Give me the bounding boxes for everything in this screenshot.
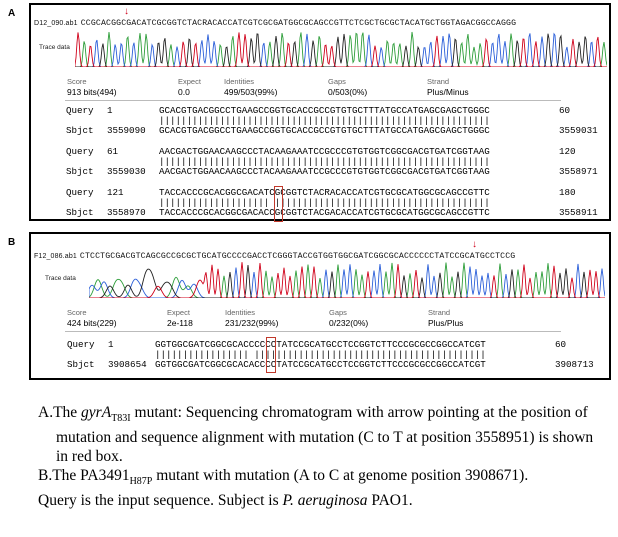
panel-a-query-3-label: Query	[66, 187, 94, 198]
panel-a-sbjct-1-end: 3559031	[559, 125, 598, 136]
panel-a-sbjct-2-label: Sbjct	[66, 166, 94, 177]
panel-a-query-1-start: 1	[107, 105, 113, 116]
panel-a-score: 913 bits(494)	[67, 87, 117, 97]
panel-b-identities-label: Identities	[225, 308, 256, 317]
mutation-box-b	[266, 337, 276, 373]
panel-b-sbjct-1-start: 3908654	[108, 359, 147, 370]
panel-a: D12_090.ab1 CCGCACGGCGACATCGCGGTCTACRACAC…	[29, 3, 611, 222]
panel-a-query-3-end: 180	[559, 187, 576, 198]
panel-a-query-3-seq: TACCACCCGCACGGCGACATCGCGGTCTACRACACCATCG…	[159, 187, 490, 198]
panel-b-letter: B	[8, 237, 16, 248]
panel-a-identities-label: Identities	[224, 77, 255, 86]
panel-b-divider	[65, 331, 561, 332]
panel-a-match-2: ||||||||||||||||||||||||||||||||||||||||…	[159, 156, 490, 167]
caption-c-rest: PAO1.	[367, 492, 413, 510]
panel-a-query-2-label: Query	[66, 146, 94, 157]
panel-b-query-1-seq: GGTGGCGATCGGCGCACCCCCCTATCCGCATGCCTCCGGT…	[155, 339, 486, 350]
panel-b-identities: 231/232(99%)	[225, 318, 279, 328]
panel-a-sbjct-1-label: Sbjct	[66, 125, 94, 136]
trace-blue	[89, 263, 605, 298]
panel-a-match-3: |||||||||||||||||||| |||||||||||||||||||…	[159, 197, 490, 208]
panel-b-trace-label: Trace data	[45, 275, 76, 282]
panel-a-query-2-start: 61	[107, 146, 119, 157]
mutation-box-a	[274, 186, 283, 222]
caption-item-b: B.The PA3491H87P mutant with mutation (A…	[38, 466, 598, 491]
panel-b-sbjct-1-label: Sbjct	[67, 359, 95, 370]
caption-a-prefix: A.The	[38, 404, 82, 421]
panel-a-divider	[65, 100, 561, 101]
panel-a-expect: 0.0	[178, 87, 190, 97]
panel-b-strand-label: Strand	[428, 308, 451, 317]
panel-b-header: F12_086.ab1 CTCCTGCGACGTCAGCGCCGCGCTGCATG…	[34, 252, 515, 261]
panel-a-query-1-label: Query	[66, 105, 94, 116]
panel-a-expect-label: Expect	[178, 77, 201, 86]
panel-a-sbjct-2-end: 3558971	[559, 166, 598, 177]
caption-a-sub: T83I	[111, 413, 131, 425]
panel-b-gaps-label: Gaps	[329, 308, 347, 317]
caption-b-sub: H87P	[129, 476, 153, 488]
panel-a-gaps-label: Gaps	[328, 77, 346, 86]
trace-black	[89, 265, 605, 298]
panel-a-sbjct-1-start: 3559090	[107, 125, 146, 136]
panel-a-header: D12_090.ab1 CCGCACGGCGACATCGCGGTCTACRACAC…	[34, 19, 516, 28]
panel-b-chromatogram	[89, 262, 605, 298]
panel-a-sbjct-3-end: 3558911	[559, 207, 598, 218]
panel-a-sbjct-3-start: 3558970	[107, 207, 146, 218]
panel-a-chromatogram	[75, 31, 607, 67]
panel-a-trace-label: Trace data	[39, 44, 70, 51]
panel-b-match-1: ||||||||||||||||| ||||||||||||||||||||||…	[155, 349, 486, 360]
panel-b-sbjct-1-end: 3908713	[555, 359, 594, 370]
panel-a-sbjct-1-seq: GCACGTGACGGCCTGAAGCCGGTGCACCGCCGTGTGCTTT…	[159, 125, 490, 136]
panel-a-query-1-end: 60	[559, 105, 571, 116]
caption-c-prefix: Query is the input sequence. Subject is	[38, 492, 283, 510]
panel-a-identities: 499/503(99%)	[224, 87, 278, 97]
panel-a-sbjct-3-label: Sbjct	[66, 207, 94, 218]
panel-a-query-2-end: 120	[559, 146, 576, 157]
panel-b: F12_086.ab1 CTCCTGCGACGTCAGCGCCGCGCTGCATG…	[29, 232, 611, 380]
panel-a-query-1-seq: GCACGTGACGGCCTGAAGCCGGTGCACCGCCGTGTGCTTT…	[159, 105, 490, 116]
trace-red	[75, 32, 607, 67]
panel-b-query-1-end: 60	[555, 339, 567, 350]
caption-item-a: A.The gyrAT83I mutant: Sequencing chroma…	[38, 403, 598, 466]
panel-b-query-1-label: Query	[67, 339, 95, 350]
panel-a-gaps: 0/503(0%)	[328, 87, 368, 97]
panel-b-score: 424 bits(229)	[67, 318, 117, 328]
trace-green	[89, 262, 605, 298]
panel-a-match-1: ||||||||||||||||||||||||||||||||||||||||…	[159, 115, 490, 126]
panel-b-score-label: Score	[67, 308, 87, 317]
panel-a-sbjct-2-start: 3559030	[107, 166, 146, 177]
panel-a-strand-label: Strand	[427, 77, 450, 86]
mutation-arrow-b: ↓	[472, 239, 477, 250]
figure-caption: A.The gyrAT83I mutant: Sequencing chroma…	[38, 403, 598, 510]
caption-item-c: Query is the input sequence. Subject is …	[38, 491, 598, 510]
caption-b-rest: mutant with mutation (A to C at genome p…	[152, 467, 529, 485]
panel-a-strand: Plus/Minus	[427, 87, 469, 97]
panel-b-sbjct-1-seq: GGTGGCGATCGGCGCACACCCCTATCCGCATGCCTCCGGT…	[155, 359, 486, 370]
panel-a-query-3-start: 121	[107, 187, 124, 198]
panel-a-header-sequence: CCGCACGGCGACATCGCGGTCTACRACACCATCGTCGCGA…	[80, 19, 517, 28]
caption-a-gene: gyrA	[81, 404, 112, 421]
panel-b-expect-label: Expect	[167, 308, 190, 317]
caption-b-prefix: B.The PA3491	[38, 467, 130, 485]
mutation-arrow-a: ↓	[124, 6, 129, 17]
panel-a-score-label: Score	[67, 77, 87, 86]
panel-b-expect: 2e-118	[167, 318, 193, 328]
panel-b-header-sequence: CTCCTGCGACGTCAGCGCCGCGCTGCATGCCCCGACCTCG…	[79, 252, 516, 261]
panel-a-query-2-seq: AACGACTGGAACAAGCCCTACAAGAAATCCGCCCGTGTGG…	[159, 146, 490, 157]
panel-a-letter: A	[8, 8, 16, 19]
panel-b-strand: Plus/Plus	[428, 318, 464, 328]
panel-b-query-1-start: 1	[108, 339, 114, 350]
panel-b-gaps: 0/232(0%)	[329, 318, 369, 328]
caption-c-species: P. aeruginosa	[282, 492, 368, 510]
panel-a-sbjct-3-seq: TACCACCCGCACGGCGACACCGCGGTCTACGACACCATCG…	[159, 207, 490, 218]
panel-a-filename: D12_090.ab1	[34, 20, 78, 27]
panel-a-sbjct-2-seq: AACGACTGGAACAAGCCCTACAAGAAATCCGCCCGTGTGG…	[159, 166, 490, 177]
trace-black	[75, 33, 607, 67]
panel-b-filename: F12_086.ab1	[34, 253, 77, 260]
caption-a-rest: mutant: Sequencing chromatogram with arr…	[56, 404, 594, 466]
